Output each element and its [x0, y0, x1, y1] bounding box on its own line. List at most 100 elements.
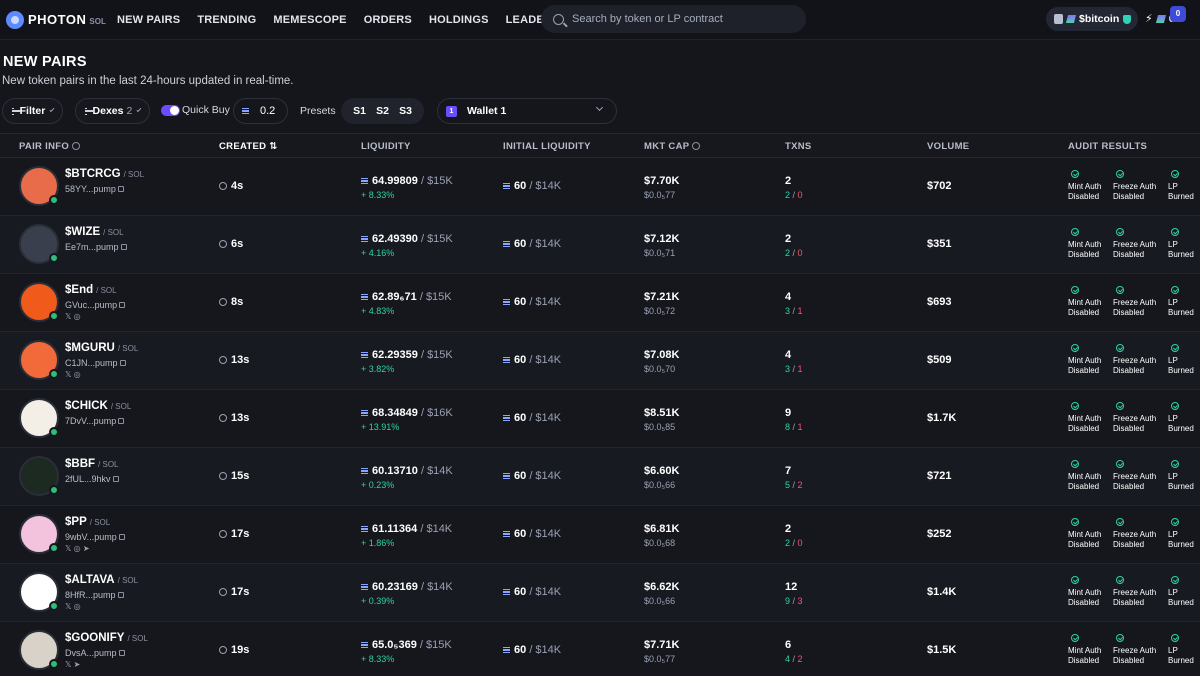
- token-address[interactable]: 8HfR...pump: [65, 590, 124, 600]
- copy-icon[interactable]: [118, 534, 125, 540]
- token-address[interactable]: 7DvV...pump: [65, 416, 125, 426]
- audit-label-line1: LP: [1168, 356, 1178, 365]
- audit-item: Mint Auth Disabled: [1068, 576, 1101, 608]
- col-txns[interactable]: TXNS: [785, 141, 812, 152]
- nav-orders[interactable]: ORDERS: [363, 13, 412, 26]
- token-symbol[interactable]: $GOONIFY / SOL: [65, 632, 148, 644]
- token-symbol[interactable]: $CHICK / SOL: [65, 400, 132, 412]
- clock-icon: [219, 588, 227, 596]
- token-avatar[interactable]: [19, 572, 59, 612]
- chevron-down-icon: [49, 107, 55, 112]
- token-symbol[interactable]: $BBF / SOL: [65, 458, 119, 470]
- photon-logo[interactable]: PHOTON SOL: [6, 10, 106, 29]
- social-links[interactable]: 𝕏 ◎: [65, 370, 81, 379]
- token-avatar[interactable]: [19, 514, 59, 554]
- copy-icon[interactable]: [120, 244, 127, 250]
- token-address[interactable]: 2fUL...9hkv: [65, 474, 119, 484]
- quick-buy-amount-input[interactable]: 0.2: [233, 98, 288, 124]
- token-address[interactable]: 58YY...pump: [65, 184, 124, 194]
- table-row[interactable]: $ALTAVA / SOL 8HfR...pump 𝕏 ◎ 17s 60.2316…: [0, 564, 1200, 622]
- token-symbol[interactable]: $MGURU / SOL: [65, 342, 139, 354]
- copy-icon[interactable]: [119, 302, 126, 308]
- table-row[interactable]: $GOONIFY / SOL DvsA...pump 𝕏 ➤ 19s 65.0₅3…: [0, 622, 1200, 676]
- table-row[interactable]: $MGURU / SOL C1JN...pump 𝕏 ◎ 13s 62.29359…: [0, 332, 1200, 390]
- account-button[interactable]: $bitcoin: [1046, 7, 1138, 31]
- check-circle-icon: [1071, 170, 1079, 178]
- token-symbol[interactable]: $PP / SOL: [65, 516, 111, 528]
- search-bar[interactable]: [541, 5, 806, 33]
- col-volume[interactable]: VOLUME: [927, 141, 970, 152]
- token-address[interactable]: Ee7m...pump: [65, 242, 127, 252]
- volume-value: $1.7K: [927, 412, 957, 424]
- dexes-dropdown[interactable]: Dexes 2: [75, 98, 150, 124]
- nav-trending[interactable]: TRENDING: [197, 13, 257, 26]
- copy-icon[interactable]: [112, 476, 119, 482]
- token-symbol[interactable]: $BTCRCG / SOL: [65, 168, 145, 180]
- token-price: $0.0₅77: [644, 654, 676, 664]
- liquidity-value: 62.29359 / $15K: [361, 349, 453, 361]
- wallet-icon: 1: [446, 105, 457, 117]
- buys-count: 9: [785, 596, 791, 606]
- initial-liquidity-value: 60 / $14K: [503, 412, 561, 424]
- copy-icon[interactable]: [119, 360, 126, 366]
- social-links[interactable]: 𝕏 ◎: [65, 602, 81, 611]
- wallet-selector[interactable]: 1 Wallet 1: [437, 98, 617, 124]
- copy-icon[interactable]: [117, 592, 124, 598]
- liquidity-change: + 8.33%: [361, 190, 395, 200]
- presets-label: Presets: [300, 105, 336, 117]
- social-links[interactable]: 𝕏 ◎: [65, 312, 81, 321]
- col-created[interactable]: CREATED ⇅: [219, 141, 278, 152]
- preset-s3[interactable]: S3: [399, 105, 412, 117]
- initial-liquidity-value: 60 / $14K: [503, 586, 561, 598]
- copy-icon[interactable]: [118, 418, 125, 424]
- clock-icon: [219, 182, 227, 190]
- token-avatar[interactable]: [19, 456, 59, 496]
- token-avatar[interactable]: [19, 630, 59, 670]
- token-avatar[interactable]: [19, 282, 59, 322]
- buys-count: 5: [785, 480, 791, 490]
- token-symbol[interactable]: $WIZE / SOL: [65, 226, 124, 238]
- nav-memescope[interactable]: MEMESCOPE: [273, 13, 347, 26]
- pair-quote: / SOL: [117, 576, 139, 585]
- token-symbol[interactable]: $End / SOL: [65, 284, 117, 296]
- table-row[interactable]: $BTCRCG / SOL 58YY...pump 4s 64.99809 / $…: [0, 158, 1200, 216]
- table-row[interactable]: $PP / SOL 9wbV...pump 𝕏 ◎ ➤ 17s 61.11364 …: [0, 506, 1200, 564]
- audit-label-line2: Disabled: [1113, 308, 1145, 317]
- preset-s2[interactable]: S2: [376, 105, 389, 117]
- token-avatar[interactable]: [19, 224, 59, 264]
- pump-badge-icon: [49, 485, 59, 495]
- audit-label-line1: LP: [1168, 646, 1178, 655]
- col-mkt-cap[interactable]: MKT CAP: [644, 141, 701, 152]
- audit-label-line2: Burned: [1168, 250, 1194, 259]
- col-initial-liquidity[interactable]: INITIAL LIQUIDITY: [503, 141, 591, 152]
- table-row[interactable]: $End / SOL GVuc...pump 𝕏 ◎ 8s 62.89₆71 / …: [0, 274, 1200, 332]
- token-symbol[interactable]: $ALTAVA / SOL: [65, 574, 139, 586]
- table-row[interactable]: $WIZE / SOL Ee7m...pump 6s 62.49390 / $15…: [0, 216, 1200, 274]
- search-input[interactable]: [572, 13, 792, 25]
- created-time: 15s: [219, 470, 249, 482]
- social-links[interactable]: 𝕏 ◎ ➤: [65, 544, 90, 553]
- nav-new-pairs[interactable]: NEW PAIRS: [117, 13, 181, 26]
- audit-label-line2: Disabled: [1113, 366, 1145, 375]
- token-address[interactable]: C1JN...pump: [65, 358, 126, 368]
- table-row[interactable]: $BBF / SOL 2fUL...9hkv 15s 60.13710 / $14…: [0, 448, 1200, 506]
- clock-icon: [219, 530, 227, 538]
- token-avatar[interactable]: [19, 340, 59, 380]
- quick-buy-toggle[interactable]: [161, 105, 180, 116]
- token-address[interactable]: 9wbV...pump: [65, 532, 125, 542]
- table-row[interactable]: $CHICK / SOL 7DvV...pump 13s 68.34849 / $…: [0, 390, 1200, 448]
- social-links[interactable]: 𝕏 ➤: [65, 660, 81, 669]
- copy-icon[interactable]: [117, 186, 124, 192]
- copy-icon[interactable]: [118, 650, 125, 656]
- check-circle-icon: [1171, 344, 1179, 352]
- nav-holdings[interactable]: HOLDINGS: [428, 13, 489, 26]
- notification-badge[interactable]: 0: [1170, 6, 1186, 22]
- token-avatar[interactable]: [19, 398, 59, 438]
- token-address[interactable]: DvsA...pump: [65, 648, 125, 658]
- preset-s1[interactable]: S1: [353, 105, 366, 117]
- token-address[interactable]: GVuc...pump: [65, 300, 126, 310]
- token-avatar[interactable]: [19, 166, 59, 206]
- col-liquidity[interactable]: LIQUIDITY: [361, 141, 411, 152]
- filter-button[interactable]: Filter: [2, 98, 63, 124]
- volume-value: $1.4K: [927, 586, 957, 598]
